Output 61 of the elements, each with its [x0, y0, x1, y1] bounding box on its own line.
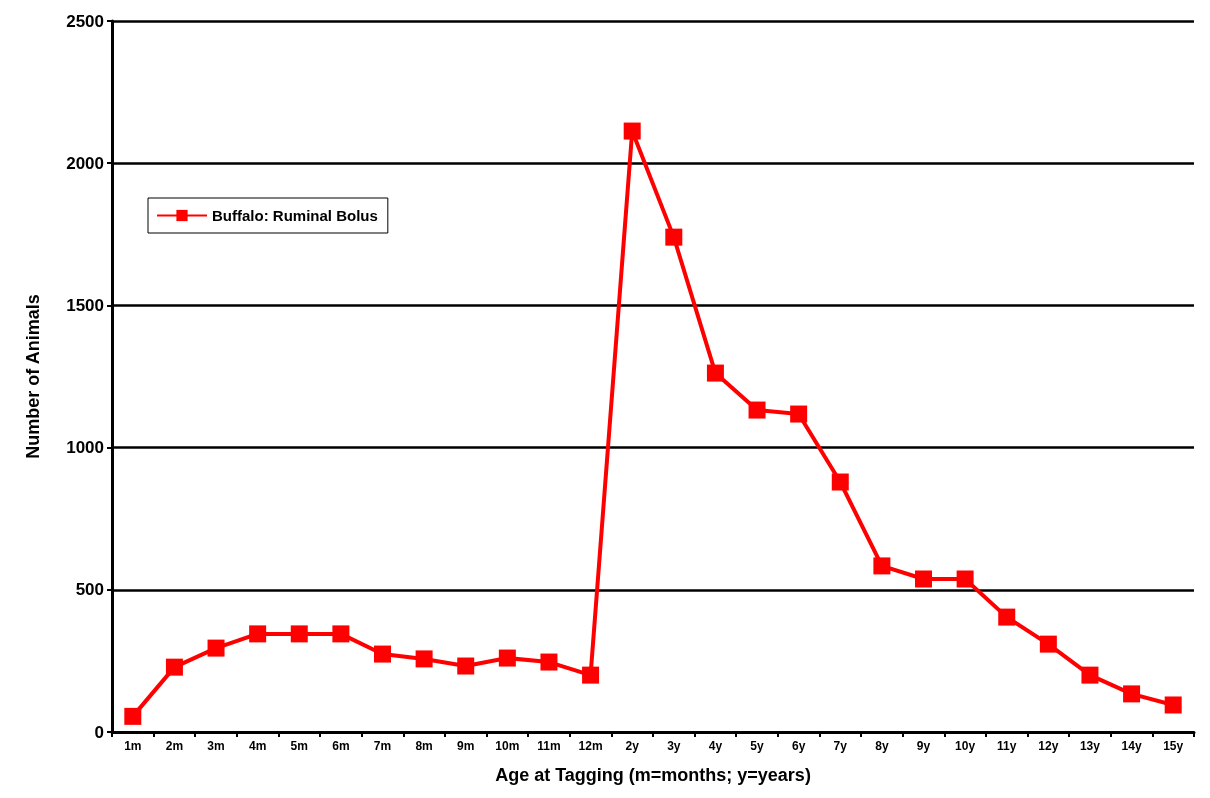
x-tick-label: 12y	[1038, 739, 1059, 753]
x-tick-label: 3y	[667, 739, 681, 753]
x-tick-label: 4m	[248, 739, 267, 753]
point	[207, 639, 225, 657]
point	[415, 650, 433, 668]
point	[124, 707, 142, 725]
x-tick-label: 8y	[875, 739, 889, 753]
point	[498, 649, 516, 667]
y-tick-label: 2500	[66, 11, 104, 31]
point	[1164, 696, 1182, 714]
y-tick-label: 500	[75, 580, 104, 600]
point	[1081, 666, 1099, 684]
x-tick-label: 1m	[124, 739, 142, 753]
point	[374, 645, 391, 663]
y-tick-label: 2000	[66, 153, 104, 173]
x-tick-label: 10m	[495, 739, 520, 753]
point	[956, 570, 974, 588]
x-tick-label: 6m	[332, 739, 350, 753]
y-tick-label: 1500	[66, 295, 104, 315]
point	[1039, 635, 1057, 653]
point	[998, 608, 1016, 626]
x-tick-label: 7y	[833, 739, 848, 753]
point	[873, 557, 891, 575]
x-tick-label: 9m	[457, 739, 475, 753]
x-tick-label: 5m	[290, 739, 308, 753]
point	[540, 653, 558, 671]
point	[748, 401, 766, 419]
point	[332, 625, 350, 643]
x-tick-label: 7m	[373, 739, 392, 753]
x-tick-label: 8m	[415, 739, 433, 753]
point	[665, 228, 683, 246]
x-tick-label: 4y	[708, 739, 723, 753]
x-tick-label: 10y	[955, 739, 976, 753]
x-tick-label: 13y	[1079, 739, 1101, 753]
point	[457, 657, 475, 675]
point	[165, 658, 183, 676]
x-tick-label: 12m	[578, 739, 603, 753]
legend-label: Buffalo: Ruminal Bolus	[212, 207, 378, 224]
x-tick-label: 11y	[997, 739, 1017, 753]
x-tick-label: 14y	[1121, 739, 1142, 753]
x-tick-label: 15y	[1163, 739, 1184, 753]
point	[623, 122, 641, 140]
x-tick-label: 3m	[207, 739, 225, 753]
x-tick-label: 2y	[625, 739, 640, 753]
point	[915, 570, 932, 588]
x-tick-label: 5y	[750, 739, 765, 753]
y-axis-title: Number of Animals	[23, 294, 43, 459]
point	[1123, 685, 1141, 703]
point	[790, 405, 808, 423]
point	[290, 625, 308, 643]
y-tick-label: 1000	[66, 438, 104, 458]
point	[706, 364, 724, 382]
point	[831, 473, 849, 491]
x-axis-title: Age at Tagging (m=months; y=years)	[495, 765, 811, 785]
x-tick-label: 11m	[537, 739, 561, 753]
x-tick-label: 9y	[916, 739, 931, 753]
y-tick-label: 0	[94, 722, 104, 742]
x-tick-label: 2m	[165, 739, 184, 753]
point	[249, 625, 267, 643]
point	[582, 666, 600, 684]
x-tick-label: 6y	[791, 739, 806, 753]
